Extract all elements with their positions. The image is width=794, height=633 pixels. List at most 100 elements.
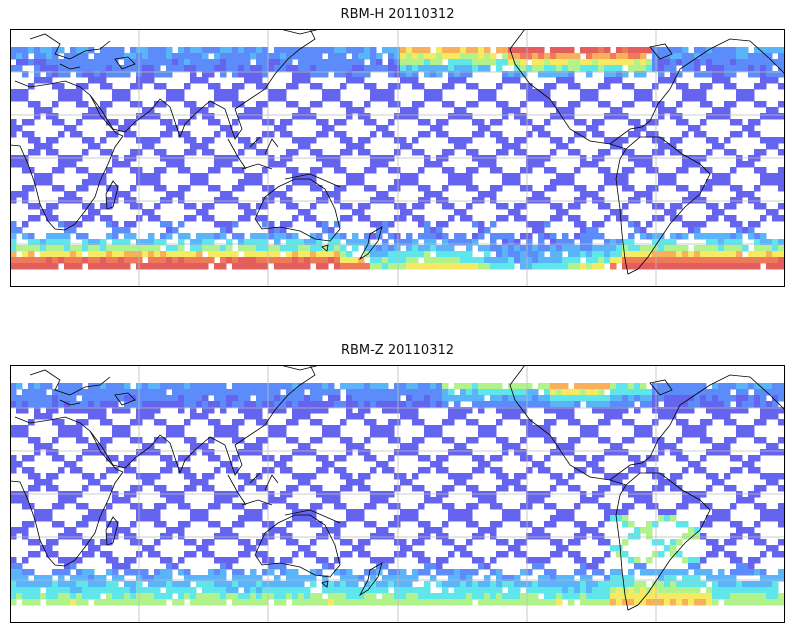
data-cell — [334, 503, 341, 510]
data-cell — [220, 59, 227, 66]
data-cell — [220, 197, 227, 204]
data-cell — [118, 251, 125, 258]
data-cell — [532, 425, 539, 432]
data-cell — [52, 437, 59, 444]
data-cell — [454, 47, 461, 54]
data-cell — [724, 395, 731, 402]
data-cell — [364, 521, 371, 528]
data-cell — [742, 431, 749, 438]
data-cell — [130, 521, 137, 528]
data-cell — [478, 593, 485, 600]
data-cell — [316, 569, 323, 576]
data-cell — [232, 575, 239, 582]
data-cell — [334, 527, 341, 534]
data-cell — [154, 149, 161, 156]
data-cell — [274, 47, 281, 54]
data-cell — [610, 599, 617, 606]
data-cell — [760, 251, 767, 258]
data-cell — [406, 47, 413, 54]
data-cell — [712, 401, 719, 408]
data-cell — [148, 395, 155, 402]
data-cell — [322, 455, 329, 462]
data-cell — [340, 599, 347, 606]
data-cell — [340, 251, 347, 258]
data-cell — [250, 509, 257, 516]
data-cell — [394, 71, 401, 78]
data-cell — [502, 551, 509, 558]
data-cell — [502, 539, 509, 546]
data-cell — [502, 575, 509, 582]
data-cell — [664, 107, 671, 114]
data-cell — [736, 221, 743, 228]
data-cell — [604, 47, 611, 54]
data-cell — [322, 161, 329, 168]
data-cell — [442, 503, 449, 510]
data-cell — [628, 65, 635, 72]
data-cell — [352, 587, 359, 594]
data-cell — [412, 419, 419, 426]
data-cell — [664, 239, 671, 246]
data-cell — [142, 449, 149, 456]
data-cell — [28, 455, 35, 462]
data-cell — [268, 227, 275, 234]
data-cell — [178, 263, 185, 270]
data-cell — [604, 101, 611, 108]
data-cell — [730, 503, 737, 510]
data-cell — [586, 89, 593, 96]
data-cell — [670, 203, 677, 210]
data-cell — [472, 221, 479, 228]
data-cell — [574, 221, 581, 228]
data-cell — [778, 395, 785, 402]
data-cell — [766, 209, 773, 216]
data-cell — [250, 443, 257, 450]
data-cell — [154, 239, 161, 246]
data-cell — [466, 59, 473, 66]
data-cell — [772, 407, 779, 414]
data-cell — [454, 395, 461, 402]
data-cell — [262, 419, 269, 426]
data-cell — [556, 581, 563, 588]
data-cell — [616, 401, 623, 408]
data-cell — [598, 539, 605, 546]
data-cell — [520, 203, 527, 210]
data-cell — [658, 77, 665, 84]
data-cell — [166, 221, 173, 228]
data-cell — [28, 467, 35, 474]
data-cell — [532, 59, 539, 66]
data-cell — [400, 509, 407, 516]
data-cell — [478, 599, 485, 606]
data-cell — [166, 95, 173, 102]
data-cell — [244, 389, 251, 396]
data-cell — [616, 413, 623, 420]
data-cell — [220, 245, 227, 252]
data-cell — [238, 185, 245, 192]
data-cell — [364, 599, 371, 606]
data-cell — [364, 65, 371, 72]
data-cell — [214, 395, 221, 402]
data-cell — [184, 401, 191, 408]
data-cell — [748, 233, 755, 240]
data-cell — [664, 587, 671, 594]
data-cell — [658, 233, 665, 240]
data-cell — [598, 533, 605, 540]
data-cell — [448, 77, 455, 84]
data-cell — [652, 263, 659, 270]
data-cell — [232, 587, 239, 594]
data-cell — [748, 461, 755, 468]
data-cell — [730, 131, 737, 138]
data-cell — [382, 161, 389, 168]
data-cell — [442, 245, 449, 252]
data-cell — [232, 185, 239, 192]
data-cell — [274, 389, 281, 396]
data-cell — [376, 53, 383, 60]
data-cell — [70, 131, 77, 138]
data-cell — [388, 581, 395, 588]
data-cell — [178, 251, 185, 258]
data-cell — [304, 47, 311, 54]
data-cell — [622, 575, 629, 582]
data-cell — [760, 167, 767, 174]
data-cell — [94, 509, 101, 516]
data-cell — [730, 581, 737, 588]
data-cell — [52, 215, 59, 222]
data-cell — [466, 551, 473, 558]
